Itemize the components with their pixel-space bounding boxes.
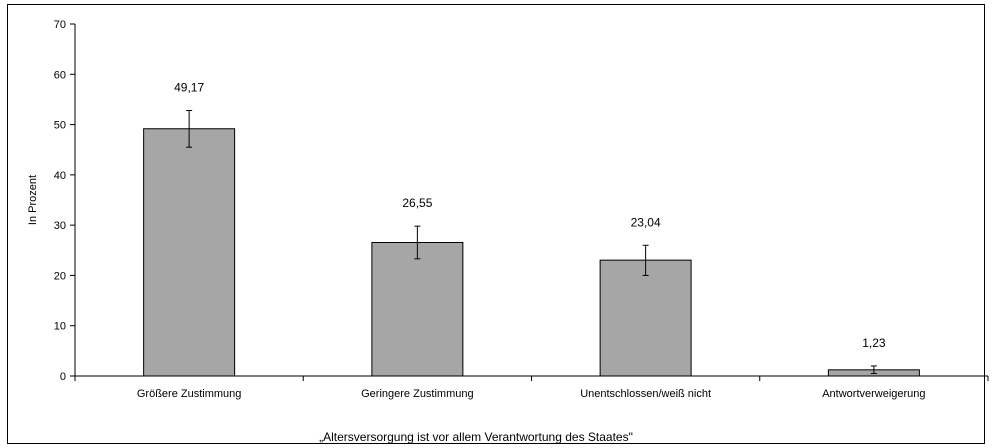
bar (143, 128, 236, 377)
y-tick-label: 20 (54, 270, 66, 282)
y-tick-label: 30 (54, 220, 66, 232)
y-axis-label: In Prozent (27, 175, 39, 225)
x-axis-label: „Altersversorgung ist vor allem Verantwo… (319, 430, 633, 444)
x-tick-label: Antwortverweigerung (822, 388, 925, 400)
error-bar (870, 365, 877, 374)
data-label: 26,55 (402, 196, 432, 210)
error-bar (414, 225, 421, 260)
error-bar (186, 109, 193, 148)
x-tick-label: Unentschlossen/weiß nicht (580, 388, 711, 400)
y-tick-label: 10 (54, 321, 66, 333)
y-tick-label: 60 (54, 69, 66, 81)
y-tick-label: 50 (54, 120, 66, 132)
data-label: 49,17 (174, 80, 204, 94)
bar (371, 241, 464, 377)
y-tick-label: 0 (60, 371, 66, 383)
x-tick-label: Größere Zustimmung (137, 388, 242, 400)
data-label: 1,23 (862, 336, 886, 350)
x-tick-label: Geringere Zustimmung (361, 388, 474, 400)
data-label: 23,04 (631, 215, 661, 229)
y-tick-label: 70 (54, 19, 66, 31)
error-bar (642, 244, 649, 276)
bar (599, 259, 692, 377)
y-tick-label: 40 (54, 170, 66, 182)
